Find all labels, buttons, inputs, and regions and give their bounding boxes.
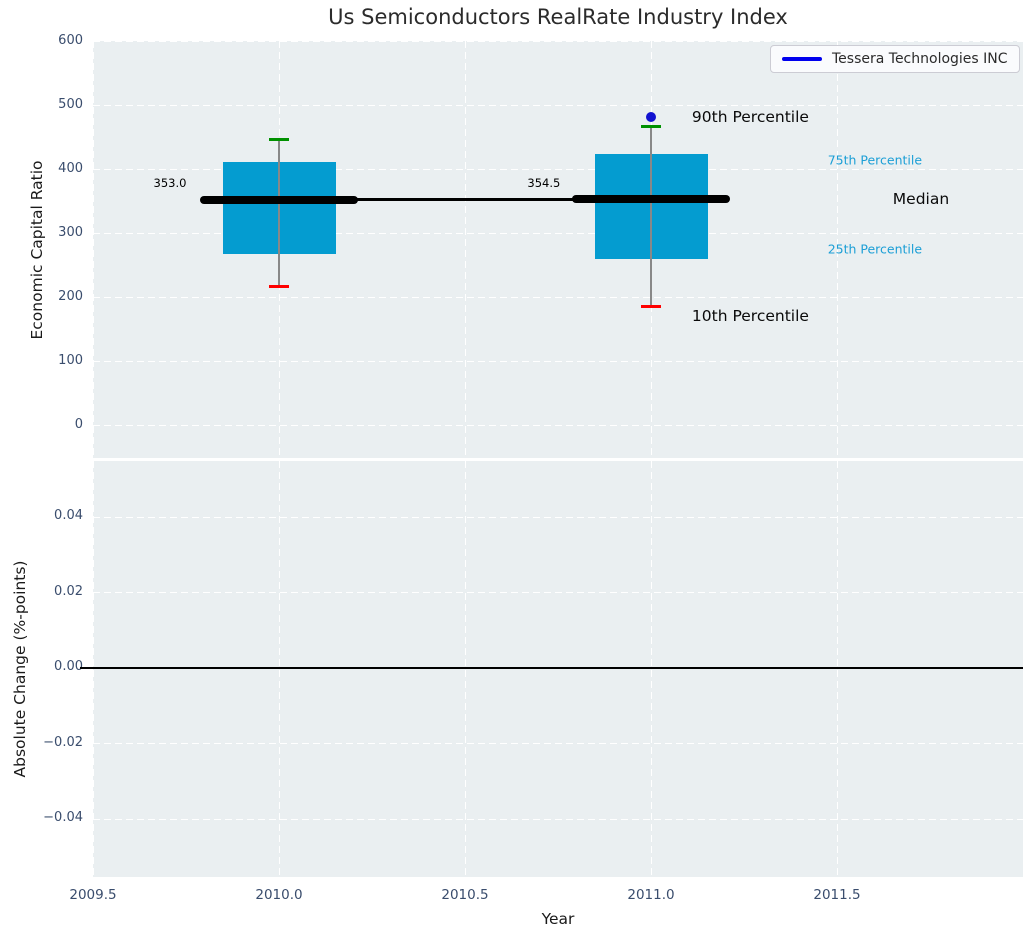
gridline-vertical xyxy=(464,41,466,458)
gridline-horizontal xyxy=(93,41,1023,43)
x-tick-label: 2010.0 xyxy=(255,887,303,903)
cap-90th-percentile xyxy=(641,124,661,128)
annotation-median: Median xyxy=(892,190,950,209)
x-tick-label: 2009.5 xyxy=(69,887,117,903)
x-tick-label: 2010.5 xyxy=(441,887,489,903)
median-bar xyxy=(200,195,358,204)
cap-90th-percentile xyxy=(269,137,289,141)
y-tick-label: 200 xyxy=(58,288,83,304)
annotation-353-0: 353.0 xyxy=(153,175,187,190)
gridline-horizontal xyxy=(93,169,1023,171)
gridline-horizontal xyxy=(93,743,1023,745)
y-tick-label: 0 xyxy=(74,416,83,432)
gridline-horizontal xyxy=(93,425,1023,427)
y-tick-label: 500 xyxy=(58,96,83,112)
x-tick-label: 2011.0 xyxy=(627,887,675,903)
zero-line xyxy=(80,667,1023,670)
annotation-25th-percentile: 25th Percentile xyxy=(827,241,923,257)
annotation-10th-percentile: 10th Percentile xyxy=(691,307,809,326)
y-tick-label: 0.00 xyxy=(54,659,83,675)
gridline-vertical xyxy=(836,41,838,458)
whisker xyxy=(650,126,652,307)
y-tick-label: 300 xyxy=(58,224,83,240)
gridline-horizontal xyxy=(93,592,1023,594)
annotation-75th-percentile: 75th Percentile xyxy=(827,152,923,168)
y-tick-label: 0.02 xyxy=(54,583,83,599)
gridline-horizontal xyxy=(93,516,1023,518)
y-tick-label: 100 xyxy=(58,352,83,368)
x-axis-label: Year xyxy=(541,910,575,928)
whisker xyxy=(278,139,280,287)
y-axis-label-top: Economic Capital Ratio xyxy=(28,160,46,340)
y-tick-label: 400 xyxy=(58,160,83,176)
legend-line-icon xyxy=(782,57,822,61)
y-tick-label: 600 xyxy=(58,32,83,48)
gridline-horizontal xyxy=(93,233,1023,235)
gridline-horizontal xyxy=(93,818,1023,820)
gridline-vertical xyxy=(93,41,94,458)
company-point xyxy=(646,111,656,122)
gridline-horizontal xyxy=(93,361,1023,363)
x-tick-label: 2011.5 xyxy=(813,887,861,903)
cap-10th-percentile xyxy=(269,285,289,289)
cap-10th-percentile xyxy=(641,305,661,309)
axes-top: 353.0 354.5 90th Percentile 10th Percentile… xyxy=(93,41,1023,458)
y-tick-label: 0.04 xyxy=(54,508,83,524)
annotation-354-5: 354.5 xyxy=(527,175,561,190)
y-tick-label: −0.04 xyxy=(43,810,83,826)
gridline-horizontal xyxy=(93,105,1023,107)
y-tick-label: −0.02 xyxy=(43,734,83,750)
median-bar xyxy=(572,194,730,203)
annotation-90th-percentile: 90th Percentile xyxy=(691,107,809,126)
median-trend-line xyxy=(279,198,651,201)
gridline-horizontal xyxy=(93,297,1023,299)
chart-title: Us Semiconductors RealRate Industry Inde… xyxy=(328,5,788,29)
legend-label: Tessera Technologies INC xyxy=(832,51,1008,67)
legend: Tessera Technologies INC xyxy=(770,45,1020,73)
